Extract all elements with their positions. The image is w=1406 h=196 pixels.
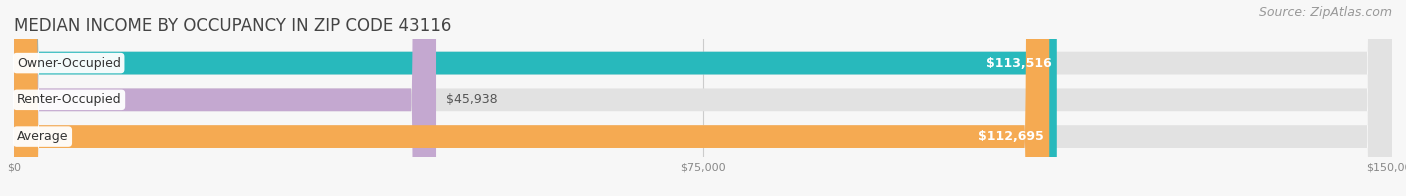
Text: MEDIAN INCOME BY OCCUPANCY IN ZIP CODE 43116: MEDIAN INCOME BY OCCUPANCY IN ZIP CODE 4…: [14, 17, 451, 35]
Text: Owner-Occupied: Owner-Occupied: [17, 57, 121, 70]
Text: Source: ZipAtlas.com: Source: ZipAtlas.com: [1258, 6, 1392, 19]
Text: $112,695: $112,695: [979, 130, 1043, 143]
Text: $113,516: $113,516: [986, 57, 1052, 70]
Text: Average: Average: [17, 130, 69, 143]
FancyBboxPatch shape: [14, 0, 1392, 196]
FancyBboxPatch shape: [14, 0, 436, 196]
FancyBboxPatch shape: [14, 0, 1392, 196]
FancyBboxPatch shape: [14, 0, 1392, 196]
FancyBboxPatch shape: [14, 0, 1049, 196]
Text: $45,938: $45,938: [446, 93, 498, 106]
Text: Renter-Occupied: Renter-Occupied: [17, 93, 121, 106]
FancyBboxPatch shape: [14, 0, 1057, 196]
